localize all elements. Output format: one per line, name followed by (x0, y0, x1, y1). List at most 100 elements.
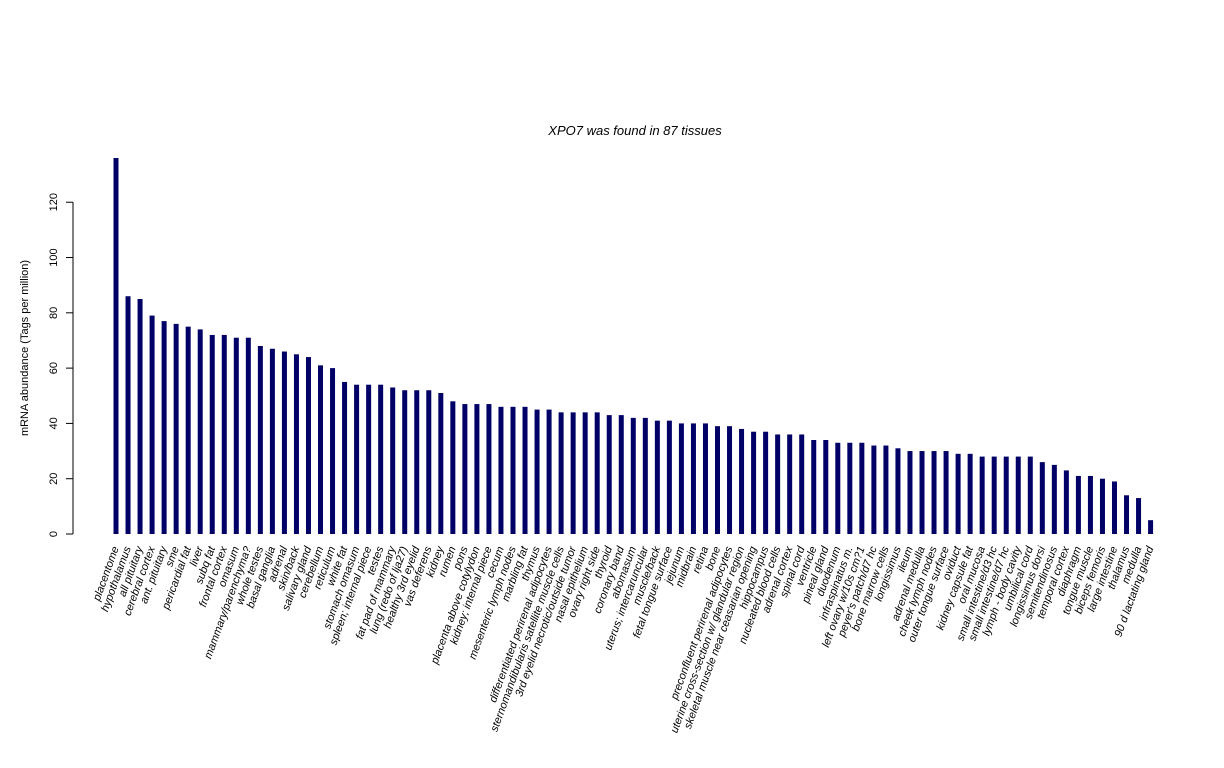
y-tick-label: 120 (48, 193, 60, 211)
bar (991, 456, 997, 534)
bar (1136, 498, 1142, 534)
bar (787, 434, 793, 534)
bar (197, 329, 203, 534)
bar (570, 412, 576, 534)
bar (450, 401, 456, 534)
bar (474, 404, 480, 534)
bar (522, 406, 528, 534)
bar (1027, 456, 1033, 534)
bar (137, 299, 143, 534)
bar (354, 384, 360, 534)
bar (330, 368, 336, 534)
bar (823, 440, 829, 534)
bar (835, 442, 841, 534)
bar (281, 351, 287, 534)
bar (630, 417, 636, 534)
bar (751, 431, 757, 534)
bar (895, 448, 901, 534)
bar (955, 453, 961, 534)
y-axis: 0 20 40 60 80 100 120 (48, 193, 74, 537)
bar (727, 426, 733, 534)
bar (967, 453, 973, 534)
bar (715, 426, 720, 534)
y-tick-label: 100 (48, 248, 60, 266)
bar (799, 434, 805, 534)
bar (618, 415, 624, 534)
bar (678, 423, 684, 534)
bar (209, 334, 215, 534)
bar (1039, 462, 1045, 534)
y-tick-label: 0 (48, 531, 60, 537)
bar (702, 423, 708, 534)
bar (342, 381, 348, 534)
bar (931, 451, 937, 534)
bar (666, 420, 672, 534)
bar (486, 404, 492, 534)
bar (871, 445, 877, 534)
bar (269, 348, 275, 534)
bar (173, 323, 179, 534)
bar (305, 357, 311, 534)
bar (113, 158, 119, 534)
bar (739, 428, 745, 534)
bar (1075, 475, 1081, 534)
bar (1063, 470, 1069, 534)
bar (438, 393, 444, 534)
bar (1111, 481, 1117, 534)
bar (1003, 456, 1009, 534)
bar (414, 390, 420, 534)
bar (847, 442, 853, 534)
bar (426, 390, 432, 534)
bar (654, 420, 660, 534)
bar (1099, 478, 1105, 534)
bar (1051, 464, 1057, 534)
bar (149, 315, 155, 534)
bar (546, 409, 552, 534)
bars-group (113, 158, 1154, 534)
bar (221, 334, 227, 534)
bar (318, 365, 324, 534)
bar (943, 451, 949, 534)
bar (690, 423, 696, 534)
bar (1124, 495, 1130, 534)
bar (462, 404, 468, 534)
bar (534, 409, 540, 534)
bar (1087, 475, 1093, 534)
bar (233, 337, 239, 534)
bar (763, 431, 769, 534)
bar (582, 412, 588, 534)
bar (558, 412, 564, 534)
bar (594, 412, 600, 534)
chart-title: XPO7 was found in 87 tissues (547, 123, 722, 138)
bar (811, 440, 817, 534)
bar (498, 406, 504, 534)
y-tick-label: 60 (48, 362, 60, 374)
bar (245, 337, 251, 534)
bar (510, 406, 516, 534)
bar (606, 415, 612, 534)
bar (1148, 520, 1154, 534)
bar (257, 346, 263, 534)
bar (907, 451, 913, 534)
bar (859, 442, 865, 534)
y-axis-label: mRNA abundance (Tags per million) (19, 260, 31, 436)
bar (642, 417, 648, 534)
bar (161, 321, 167, 534)
bar (1015, 456, 1021, 534)
bar (293, 354, 299, 534)
bar (125, 296, 131, 534)
bar (919, 451, 925, 534)
bar (402, 390, 408, 534)
y-tick-label: 40 (48, 417, 60, 429)
bar (775, 434, 781, 534)
bar (390, 387, 396, 534)
y-tick-label: 80 (48, 307, 60, 319)
bar (378, 384, 384, 534)
bar (366, 384, 372, 534)
bar (185, 326, 191, 534)
bar (883, 445, 889, 534)
bar (979, 456, 985, 534)
y-tick-label: 20 (48, 473, 60, 485)
